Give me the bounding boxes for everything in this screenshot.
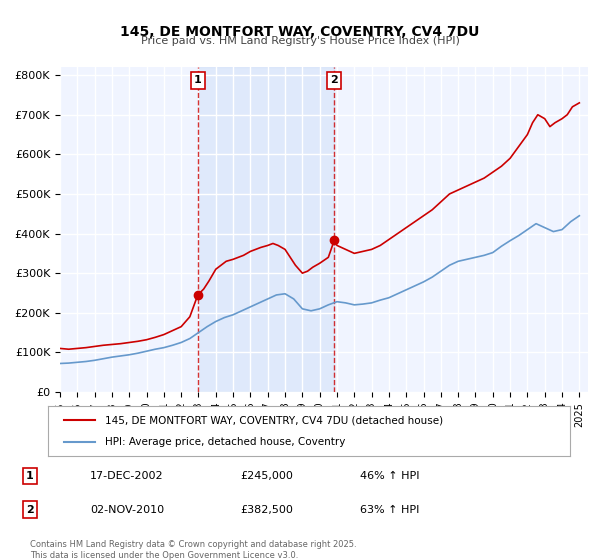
Text: HPI: Average price, detached house, Coventry: HPI: Average price, detached house, Cove… <box>106 437 346 447</box>
Text: Price paid vs. HM Land Registry's House Price Index (HPI): Price paid vs. HM Land Registry's House … <box>140 36 460 46</box>
Bar <box>198 67 334 392</box>
Text: 1: 1 <box>194 75 202 85</box>
Text: 145, DE MONTFORT WAY, COVENTRY, CV4 7DU (detached house): 145, DE MONTFORT WAY, COVENTRY, CV4 7DU … <box>106 415 443 425</box>
Text: 02-NOV-2010: 02-NOV-2010 <box>90 505 164 515</box>
Text: £382,500: £382,500 <box>240 505 293 515</box>
Text: £245,000: £245,000 <box>240 471 293 481</box>
Text: 46% ↑ HPI: 46% ↑ HPI <box>360 471 419 481</box>
Text: 63% ↑ HPI: 63% ↑ HPI <box>360 505 419 515</box>
Text: Contains HM Land Registry data © Crown copyright and database right 2025.
This d: Contains HM Land Registry data © Crown c… <box>30 540 356 560</box>
Text: 2: 2 <box>26 505 34 515</box>
Text: 2: 2 <box>331 75 338 85</box>
Text: 145, DE MONTFORT WAY, COVENTRY, CV4 7DU: 145, DE MONTFORT WAY, COVENTRY, CV4 7DU <box>121 25 479 39</box>
Text: 1: 1 <box>26 471 34 481</box>
Text: 17-DEC-2002: 17-DEC-2002 <box>90 471 164 481</box>
